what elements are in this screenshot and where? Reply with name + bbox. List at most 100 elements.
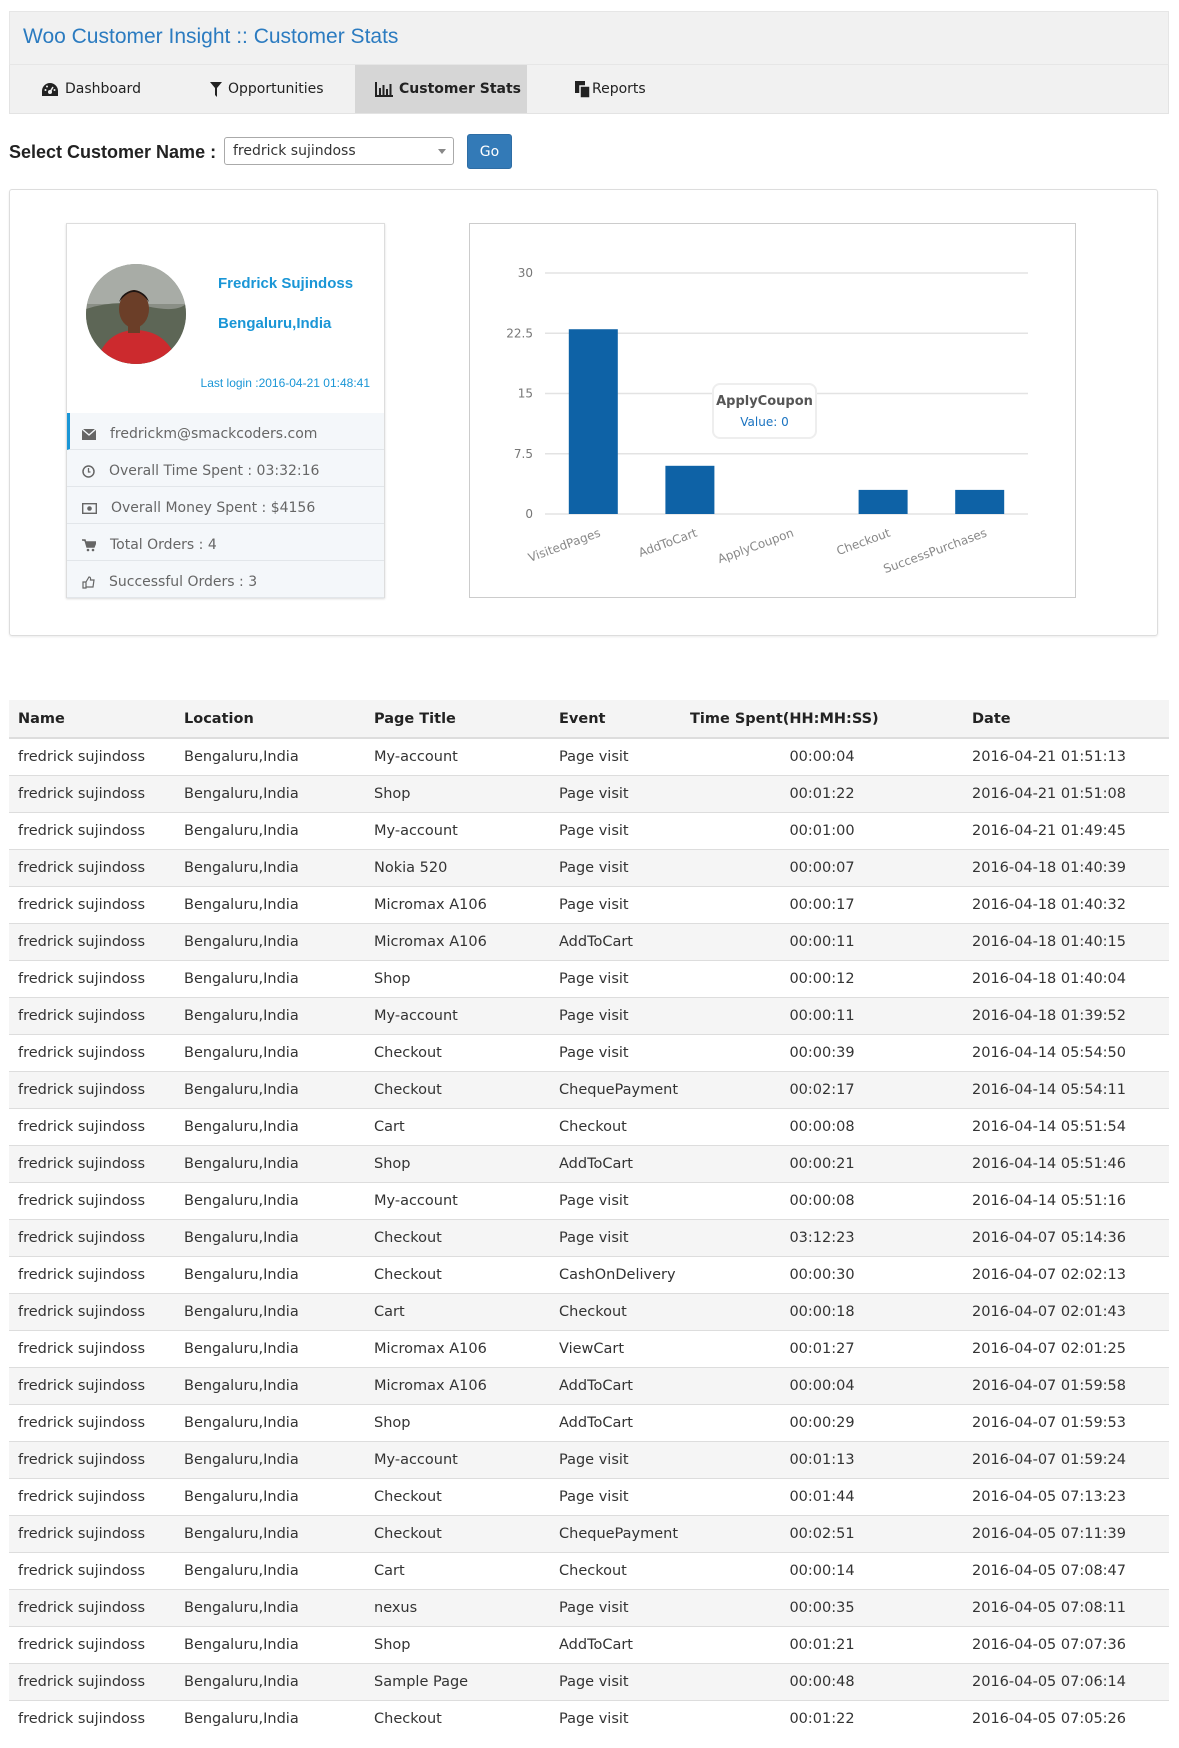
- cell-event: Page visit: [550, 996, 681, 1034]
- cell-page-title: Cart: [365, 1292, 550, 1330]
- cell-page-title: nexus: [365, 1588, 550, 1626]
- thumbs-up-icon: [82, 575, 95, 589]
- cell-date: 2016-04-21 01:51:08: [963, 774, 1169, 812]
- tab-dashboard[interactable]: Dashboard: [10, 65, 170, 113]
- cell-name: fredrick sujindoss: [9, 959, 175, 997]
- bar-Checkout[interactable]: [858, 489, 908, 514]
- bar-SuccessPurchases[interactable]: [955, 489, 1005, 514]
- cell-time-spent: 00:00:11: [681, 996, 963, 1034]
- cell-location: Bengaluru,India: [175, 1403, 365, 1441]
- col-name: Name: [9, 700, 175, 739]
- cell-page-title: My-account: [365, 996, 550, 1034]
- cell-date: 2016-04-07 02:02:13: [963, 1255, 1169, 1293]
- cell-date: 2016-04-07 01:59:53: [963, 1403, 1169, 1441]
- go-button[interactable]: Go: [467, 134, 512, 169]
- customer-select[interactable]: fredrick sujindoss: [224, 137, 454, 165]
- total-orders-text: Total Orders : 4: [110, 537, 217, 553]
- cell-page-title: Cart: [365, 1107, 550, 1145]
- cell-event: AddToCart: [550, 1403, 681, 1441]
- table-row: fredrick sujindoss Bengaluru,India Sample …: [9, 1662, 1169, 1700]
- email-item: fredrickm@smackcoders.com: [67, 413, 384, 450]
- cell-page-title: Cart: [365, 1551, 550, 1589]
- cell-time-spent: 00:00:07: [681, 848, 963, 886]
- cell-time-spent: 00:00:18: [681, 1292, 963, 1330]
- email-text: fredrickm@smackcoders.com: [110, 426, 318, 442]
- cell-page-title: Checkout: [365, 1218, 550, 1256]
- cell-time-spent: 00:01:13: [681, 1440, 963, 1478]
- col-time-spent: Time Spent(HH:MH:SS): [681, 700, 963, 739]
- cell-location: Bengaluru,India: [175, 1218, 365, 1256]
- cell-name: fredrick sujindoss: [9, 996, 175, 1034]
- filter-icon: [210, 81, 222, 97]
- cell-location: Bengaluru,India: [175, 1107, 365, 1145]
- page-header: Woo Customer Insight :: Customer Stats: [9, 11, 1169, 65]
- cell-date: 2016-04-05 07:07:36: [963, 1625, 1169, 1663]
- cell-location: Bengaluru,India: [175, 1625, 365, 1663]
- tab-opportunities[interactable]: Opportunities: [210, 65, 360, 113]
- tab-customer-stats[interactable]: Customer Stats: [355, 65, 527, 113]
- cell-time-spent: 00:01:00: [681, 811, 963, 849]
- tab-reports[interactable]: Reports: [575, 65, 695, 113]
- profile-stats-list: fredrickm@smackcoders.com Overall Time S…: [67, 413, 384, 598]
- chevron-down-icon: [438, 149, 446, 154]
- money-icon: [82, 502, 97, 514]
- table-row: fredrick sujindoss Bengaluru,India Cart Che…: [9, 1292, 1169, 1330]
- cell-date: 2016-04-14 05:51:16: [963, 1181, 1169, 1219]
- cell-event: ViewCart: [550, 1329, 681, 1367]
- cell-time-spent: 00:00:04: [681, 1366, 963, 1404]
- cell-date: 2016-04-21 01:49:45: [963, 811, 1169, 849]
- cell-time-spent: 00:00:11: [681, 922, 963, 960]
- money-spent-item: Overall Money Spent : $4156: [67, 487, 384, 524]
- bar-AddToCart[interactable]: [665, 465, 715, 514]
- cell-event: Page visit: [550, 1662, 681, 1700]
- cell-date: 2016-04-18 01:40:15: [963, 922, 1169, 960]
- cell-location: Bengaluru,India: [175, 1329, 365, 1367]
- cell-name: fredrick sujindoss: [9, 1292, 175, 1330]
- table-row: fredrick sujindoss Bengaluru,India Shop Add…: [9, 1144, 1169, 1182]
- cell-date: 2016-04-14 05:51:54: [963, 1107, 1169, 1145]
- cell-name: fredrick sujindoss: [9, 885, 175, 923]
- cell-page-title: Micromax A106: [365, 922, 550, 960]
- tab-label: Customer Stats: [399, 81, 521, 97]
- table-row: fredrick sujindoss Bengaluru,India My-acco…: [9, 737, 1169, 775]
- bar-chart-icon: [375, 81, 393, 97]
- bar-VisitedPages[interactable]: [568, 329, 618, 514]
- table-row: fredrick sujindoss Bengaluru,India Nokia 5…: [9, 848, 1169, 886]
- cell-time-spent: 00:00:35: [681, 1588, 963, 1626]
- table-header-row: Name Location Page Title Event Time Spen…: [9, 700, 1169, 739]
- cell-event: Page visit: [550, 1699, 681, 1737]
- cell-time-spent: 00:02:17: [681, 1070, 963, 1108]
- table-row: fredrick sujindoss Bengaluru,India Cart Che…: [9, 1107, 1169, 1145]
- cell-event: Page visit: [550, 1588, 681, 1626]
- cell-event: Page visit: [550, 1181, 681, 1219]
- cell-name: fredrick sujindoss: [9, 1551, 175, 1589]
- cell-name: fredrick sujindoss: [9, 1070, 175, 1108]
- customer-select-row: Select Customer Name : fredrick sujindos…: [9, 134, 512, 170]
- tab-label: Opportunities: [228, 81, 324, 97]
- table-row: fredrick sujindoss Bengaluru,India My-acco…: [9, 1440, 1169, 1478]
- envelope-icon: [82, 428, 96, 440]
- cell-time-spent: 00:00:14: [681, 1551, 963, 1589]
- cell-name: fredrick sujindoss: [9, 1366, 175, 1404]
- cell-date: 2016-04-05 07:08:11: [963, 1588, 1169, 1626]
- cell-date: 2016-04-18 01:40:04: [963, 959, 1169, 997]
- table-row: fredrick sujindoss Bengaluru,India Microma…: [9, 1366, 1169, 1404]
- cell-location: Bengaluru,India: [175, 1477, 365, 1515]
- cell-page-title: Checkout: [365, 1070, 550, 1108]
- cell-time-spent: 00:00:04: [681, 737, 963, 775]
- cell-page-title: Micromax A106: [365, 885, 550, 923]
- cell-event: Page visit: [550, 959, 681, 997]
- cell-event: Checkout: [550, 1551, 681, 1589]
- cell-page-title: Shop: [365, 959, 550, 997]
- cell-time-spent: 00:00:30: [681, 1255, 963, 1293]
- cell-time-spent: 00:01:27: [681, 1329, 963, 1367]
- y-tick-label: 22.5: [506, 326, 533, 340]
- cell-name: fredrick sujindoss: [9, 848, 175, 886]
- cell-location: Bengaluru,India: [175, 1514, 365, 1552]
- cell-location: Bengaluru,India: [175, 848, 365, 886]
- customer-location: Bengaluru,India: [218, 315, 332, 332]
- money-spent-text: Overall Money Spent : $4156: [111, 500, 316, 516]
- cell-location: Bengaluru,India: [175, 1440, 365, 1478]
- cell-event: Page visit: [550, 1477, 681, 1515]
- select-customer-label: Select Customer Name :: [9, 141, 217, 162]
